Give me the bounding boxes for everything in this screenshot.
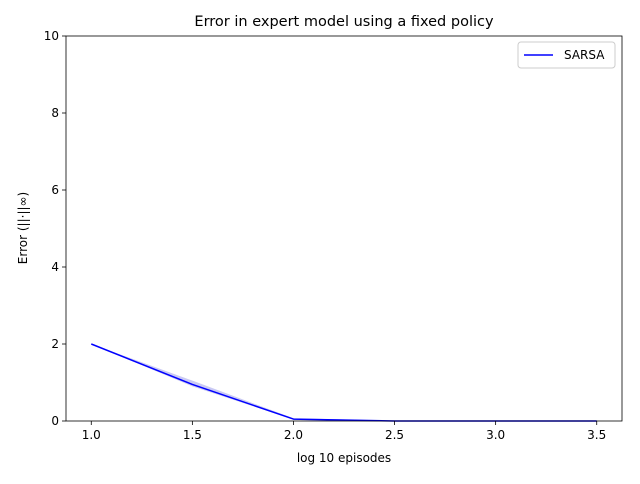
x-tick-label: 3.5 xyxy=(587,428,606,442)
y-axis-ticks: 0 2 4 6 8 10 xyxy=(44,29,66,428)
x-tick-label: 1.5 xyxy=(183,428,202,442)
confidence-band-sarsa xyxy=(91,344,597,421)
y-tick-label: 8 xyxy=(51,106,59,120)
legend-label-sarsa: SARSA xyxy=(564,48,605,62)
y-tick-label: 10 xyxy=(44,29,59,43)
y-tick-label: 0 xyxy=(51,414,59,428)
legend-box xyxy=(517,41,616,69)
y-tick-label: 4 xyxy=(51,260,59,274)
x-axis-ticks: 1.0 1.5 2.0 2.5 3.0 3.5 xyxy=(82,421,606,442)
x-tick-label: 2.0 xyxy=(284,428,303,442)
x-tick-label: 2.5 xyxy=(385,428,404,442)
y-axis-label: Error (||·||∞) xyxy=(16,192,30,264)
chart-title: Error in expert model using a fixed poli… xyxy=(194,14,494,30)
plot-frame xyxy=(65,35,623,422)
x-axis-label: log 10 episodes xyxy=(297,451,391,465)
x-tick-label: 3.0 xyxy=(486,428,505,442)
y-tick-label: 6 xyxy=(51,183,59,197)
x-tick-label: 1.0 xyxy=(82,428,101,442)
legend: SARSA xyxy=(517,41,616,69)
confidence-band-layer xyxy=(91,344,597,421)
y-tick-label: 2 xyxy=(51,337,59,351)
